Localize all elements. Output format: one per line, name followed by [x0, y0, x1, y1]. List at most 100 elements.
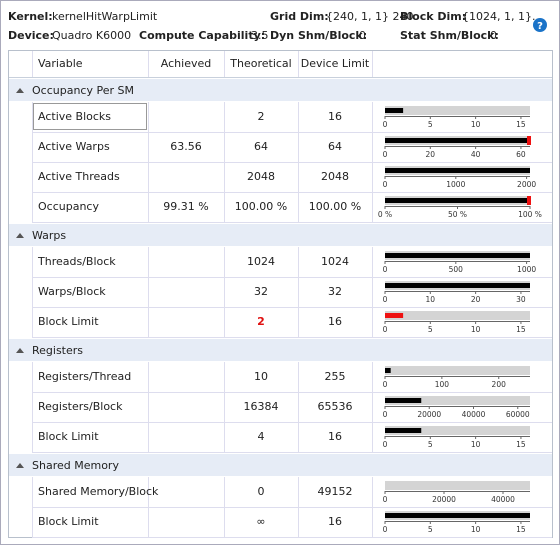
field-label: Block Dim:: [400, 10, 466, 23]
device-limit: 1024: [321, 255, 349, 268]
field-value: 0: [490, 29, 497, 42]
collapse-icon: [16, 463, 24, 468]
gauge-bar: [385, 428, 422, 433]
gauge-tick-label: 10: [426, 295, 436, 304]
gauge-tick-label: 1000: [517, 265, 536, 274]
gauge-bar: [385, 313, 404, 318]
column-title: Variable: [38, 57, 83, 70]
theoretical: 2: [258, 110, 265, 123]
gauge-bar: [385, 253, 530, 258]
gauge-track: [385, 366, 530, 375]
field-label: Stat Shm/Block:: [400, 29, 499, 42]
gauge-tick-label: 10: [471, 525, 481, 534]
device-limit: 255: [325, 370, 346, 383]
gauge-marker: [527, 136, 532, 145]
field-value: 3.5: [251, 29, 269, 42]
gauge-tick-label: 5: [428, 525, 433, 534]
gauge-tick-label: 0: [383, 380, 388, 389]
gauge-track: [385, 481, 530, 490]
device-limit: 64: [328, 140, 342, 153]
theoretical: 0: [258, 485, 265, 498]
field-value: 0: [359, 29, 366, 42]
theoretical: 2: [257, 315, 265, 328]
gauge-tick-label: 20: [471, 295, 481, 304]
field-value: {1024, 1, 1}...: [462, 10, 542, 23]
gauge-bar: [385, 198, 530, 203]
gauge-tick-label: 1000: [446, 180, 465, 189]
section-title: Registers: [32, 344, 83, 357]
gauge-tick-label: 500: [449, 265, 464, 274]
variable: Block Limit: [38, 515, 99, 528]
theoretical: 2048: [247, 170, 275, 183]
field-label: Device:: [8, 29, 54, 42]
variable: Registers/Thread: [38, 370, 131, 383]
gauge-tick-label: 20000: [417, 410, 441, 419]
gauge-tick-label: 0: [383, 440, 388, 449]
collapse-icon: [16, 233, 24, 238]
gauge-tick-label: 0: [383, 150, 388, 159]
variable: Active Blocks: [38, 110, 111, 123]
gauge-tick-label: 60000: [506, 410, 530, 419]
gauge-tick-label: 40: [471, 150, 481, 159]
gauge-tick-label: 10: [471, 120, 481, 129]
theoretical: ∞: [256, 515, 265, 528]
gauge-tick-label: 60: [516, 150, 526, 159]
gauge-bar: [385, 168, 530, 173]
gauge-tick-label: 10: [471, 440, 481, 449]
section-header: [9, 224, 552, 246]
gauge-track: [385, 106, 530, 115]
gauge-tick-label: 100: [435, 380, 450, 389]
device-limit: 16: [328, 515, 342, 528]
gauge-tick-label: 200: [492, 380, 507, 389]
gauge-bar: [385, 513, 530, 518]
gauge-tick-label: 5: [428, 325, 433, 334]
gauge-tick-label: 15: [516, 440, 526, 449]
gauge-bar: [385, 398, 422, 403]
help-icon[interactable]: ?: [537, 21, 543, 32]
variable: Registers/Block: [38, 400, 123, 413]
device-limit: 16: [328, 430, 342, 443]
help-button[interactable]: [533, 18, 547, 32]
gauge-track: [385, 311, 530, 320]
gauge-tick-label: 20000: [432, 495, 456, 504]
section-title: Occupancy Per SM: [32, 84, 134, 97]
variable: Active Warps: [38, 140, 110, 153]
gauge-tick-label: 50 %: [448, 210, 467, 219]
achieved: 99.31 %: [163, 200, 208, 213]
gauge-tick-label: 0: [383, 180, 388, 189]
theoretical: 1024: [247, 255, 275, 268]
gauge-tick-label: 0: [383, 495, 388, 504]
field-value: Quadro K6000: [52, 29, 131, 42]
gauge-tick-label: 0: [383, 410, 388, 419]
gauge-tick-label: 0: [383, 325, 388, 334]
theoretical: 16384: [244, 400, 279, 413]
device-limit: 65536: [318, 400, 353, 413]
variable: Shared Memory/Block: [38, 485, 159, 498]
gauge-bar: [385, 368, 391, 373]
field-label: Compute Capability:: [139, 29, 265, 42]
section-header: [9, 339, 552, 361]
gauge-track: [385, 396, 530, 405]
device-limit: 100.00 %: [309, 200, 361, 213]
gauge-bar: [385, 138, 530, 143]
gauge-track: [385, 426, 530, 435]
theoretical: 10: [254, 370, 268, 383]
field-label: Kernel:: [8, 10, 53, 23]
column-title: Achieved: [161, 57, 211, 70]
achieved: 63.56: [170, 140, 202, 153]
collapse-icon: [16, 88, 24, 93]
gauge-tick-label: 0 %: [378, 210, 392, 219]
device-limit: 32: [328, 285, 342, 298]
variable: Active Threads: [38, 170, 120, 183]
theoretical: 4: [258, 430, 265, 443]
section-header: [9, 454, 552, 476]
gauge-tick-label: 0: [383, 525, 388, 534]
gauge-tick-label: 15: [516, 325, 526, 334]
gauge-tick-label: 100 %: [518, 210, 542, 219]
gauge-tick-label: 0: [383, 295, 388, 304]
gauge-bar: [385, 108, 404, 113]
theoretical: 64: [254, 140, 268, 153]
field-value: {240, 1, 1} 240: [326, 10, 413, 23]
